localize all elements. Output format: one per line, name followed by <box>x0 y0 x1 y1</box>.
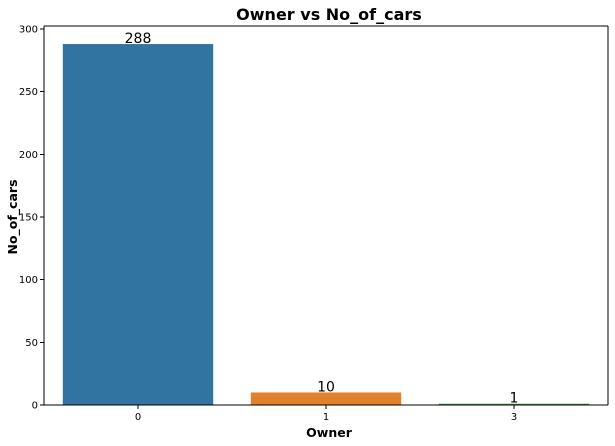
x-tick-label: 3 <box>511 412 517 423</box>
y-tick-label: 250 <box>19 87 38 98</box>
chart-title: Owner vs No_of_cars <box>236 5 422 24</box>
x-tick-label: 0 <box>135 412 141 423</box>
bar-owner-3 <box>438 403 590 405</box>
y-tick-label: 150 <box>19 213 38 224</box>
y-tick-label: 0 <box>32 401 38 412</box>
y-tick-label: 300 <box>19 25 38 36</box>
y-tick-label: 200 <box>19 150 38 161</box>
bar-owner-0 <box>62 44 214 406</box>
plot-area: 288 0 10 1 1 3 0 50 100 150 200 250 300 <box>19 25 609 423</box>
y-tick-label: 100 <box>19 275 38 286</box>
data-label: 1 <box>510 391 519 407</box>
data-label: 10 <box>317 379 335 395</box>
data-label: 288 <box>125 31 152 47</box>
y-tick-label: 50 <box>25 338 38 349</box>
x-tick-label: 1 <box>323 412 329 423</box>
x-axis-label: Owner <box>306 425 353 440</box>
bar-owner-1 <box>250 392 402 405</box>
y-axis-label: No_of_cars <box>5 179 21 254</box>
